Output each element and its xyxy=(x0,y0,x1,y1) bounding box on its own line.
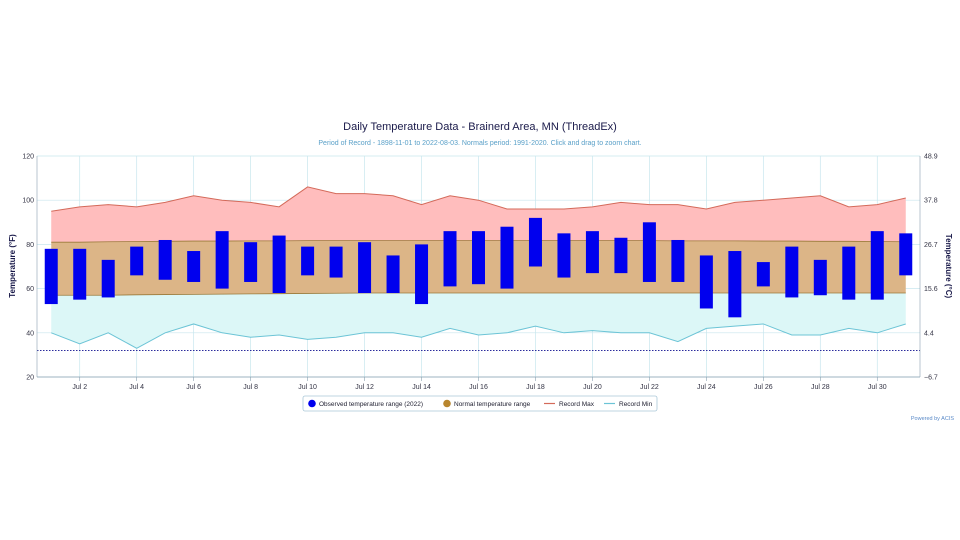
observed-bar-day-27[interactable] xyxy=(785,246,799,298)
legend-label-observed: Observed temperature range (2022) xyxy=(319,401,423,408)
observed-bars[interactable] xyxy=(44,217,913,318)
observed-bar-day-7[interactable] xyxy=(215,231,229,289)
x-tick-label: Jul 8 xyxy=(243,384,258,391)
observed-bar-day-6[interactable] xyxy=(187,251,201,282)
x-tick-label: Jul 12 xyxy=(355,384,374,391)
observed-bar-day-31[interactable] xyxy=(899,233,913,276)
right-y-axis: −6.7 4.4 15.6 26.7 37.8 48.9 xyxy=(919,154,938,382)
observed-bar-day-18[interactable] xyxy=(528,217,542,267)
credit-link[interactable]: Powered by ACIS xyxy=(911,416,954,422)
chart-subtitle: Period of Record - 1898-11-01 to 2022-08… xyxy=(318,140,641,147)
observed-bar-day-19[interactable] xyxy=(557,233,571,278)
observed-bar-day-25[interactable] xyxy=(728,251,742,318)
right-tick-label: 37.8 xyxy=(924,198,938,205)
normal-min-line xyxy=(51,292,906,296)
record-min-area xyxy=(51,293,906,349)
observed-bar-day-16[interactable] xyxy=(472,231,485,285)
observed-bar-day-14[interactable] xyxy=(415,244,429,305)
chart-title: Daily Temperature Data - Brainerd Area, … xyxy=(343,121,617,133)
observed-bar-day-1[interactable] xyxy=(44,248,58,305)
x-tick-label: Jul 18 xyxy=(526,384,545,391)
right-tick-label: 4.4 xyxy=(924,330,934,337)
observed-bar-day-22[interactable] xyxy=(642,222,656,282)
x-tick-label: Jul 16 xyxy=(469,384,488,391)
legend-item-record-min[interactable]: Record Min xyxy=(604,401,653,408)
legend-box xyxy=(302,395,658,412)
observed-bar-day-8[interactable] xyxy=(244,242,258,282)
observed-bar-day-10[interactable] xyxy=(301,246,315,276)
observed-bar-day-4[interactable] xyxy=(130,246,144,276)
left-tick-label: 60 xyxy=(26,286,34,293)
left-tick-label: 120 xyxy=(22,154,34,161)
observed-bar-day-15[interactable] xyxy=(443,231,457,287)
right-tick-label: 48.9 xyxy=(924,154,938,161)
record-min-line xyxy=(51,323,906,349)
legend-label-normal: Normal temperature range xyxy=(454,401,531,408)
record-max-line xyxy=(51,186,906,212)
observed-bar-day-21[interactable] xyxy=(614,237,628,274)
x-tick-label: Jul 22 xyxy=(640,384,659,391)
observed-bar-day-28[interactable] xyxy=(813,259,827,296)
x-tick-label: Jul 6 xyxy=(186,384,201,391)
x-axis: Jul 2 Jul 4 Jul 6 Jul 8 Jul 10 Jul 12 Jul 14 Ju… xyxy=(37,376,920,391)
legend-label-record-min: Record Min xyxy=(619,401,653,408)
legend-item-observed[interactable]: Observed temperature range (2022) xyxy=(308,399,423,408)
observed-bar-day-24[interactable] xyxy=(699,255,713,309)
left-axis-title: Temperature (°F) xyxy=(8,234,17,298)
x-tick-label: Jul 2 xyxy=(72,384,87,391)
right-tick-label: 26.7 xyxy=(924,242,938,249)
right-axis-title: Temperature (°C) xyxy=(944,234,953,299)
left-tick-label: 100 xyxy=(22,198,34,205)
legend-label-record-max: Record Max xyxy=(559,401,595,408)
x-tick-label: Jul 28 xyxy=(811,384,830,391)
x-tick-label: Jul 20 xyxy=(583,384,602,391)
left-y-axis: 20 40 60 80 100 120 xyxy=(22,154,38,382)
observed-bar-day-26[interactable] xyxy=(756,262,770,287)
left-tick-label: 80 xyxy=(26,242,34,249)
x-tick-label: Jul 24 xyxy=(697,384,716,391)
observed-bar-day-13[interactable] xyxy=(386,255,400,294)
x-tick-label: Jul 4 xyxy=(129,384,144,391)
x-tick-label: Jul 30 xyxy=(868,384,887,391)
observed-bar-day-29[interactable] xyxy=(842,246,856,300)
observed-bar-day-2[interactable] xyxy=(73,248,87,300)
observed-bar-day-30[interactable] xyxy=(870,231,884,300)
legend-item-normal[interactable]: Normal temperature range xyxy=(443,399,531,408)
observed-bar-day-11[interactable] xyxy=(329,246,343,278)
x-tick-label: Jul 14 xyxy=(412,384,431,391)
legend-marker-normal xyxy=(443,399,451,408)
x-tick-label: Jul 26 xyxy=(754,384,773,391)
left-tick-label: 20 xyxy=(26,375,34,382)
right-tick-label: −6.7 xyxy=(924,375,938,382)
observed-bar-day-12[interactable] xyxy=(358,242,372,294)
legend[interactable]: Observed temperature range (2022) Normal… xyxy=(302,395,658,412)
left-tick-label: 40 xyxy=(26,330,34,337)
observed-bar-day-20[interactable] xyxy=(585,231,599,274)
record-max-area xyxy=(51,186,906,243)
observed-bar-day-3[interactable] xyxy=(101,259,115,298)
plot-area[interactable] xyxy=(37,155,920,378)
observed-bar-day-9[interactable] xyxy=(272,235,286,294)
legend-marker-observed xyxy=(308,399,316,408)
right-tick-label: 15.6 xyxy=(924,286,938,293)
observed-bar-day-17[interactable] xyxy=(500,226,514,289)
observed-bar-day-5[interactable] xyxy=(158,239,172,280)
observed-bar-day-23[interactable] xyxy=(671,239,685,282)
legend-item-record-max[interactable]: Record Max xyxy=(544,401,595,408)
x-tick-label: Jul 10 xyxy=(298,384,317,391)
